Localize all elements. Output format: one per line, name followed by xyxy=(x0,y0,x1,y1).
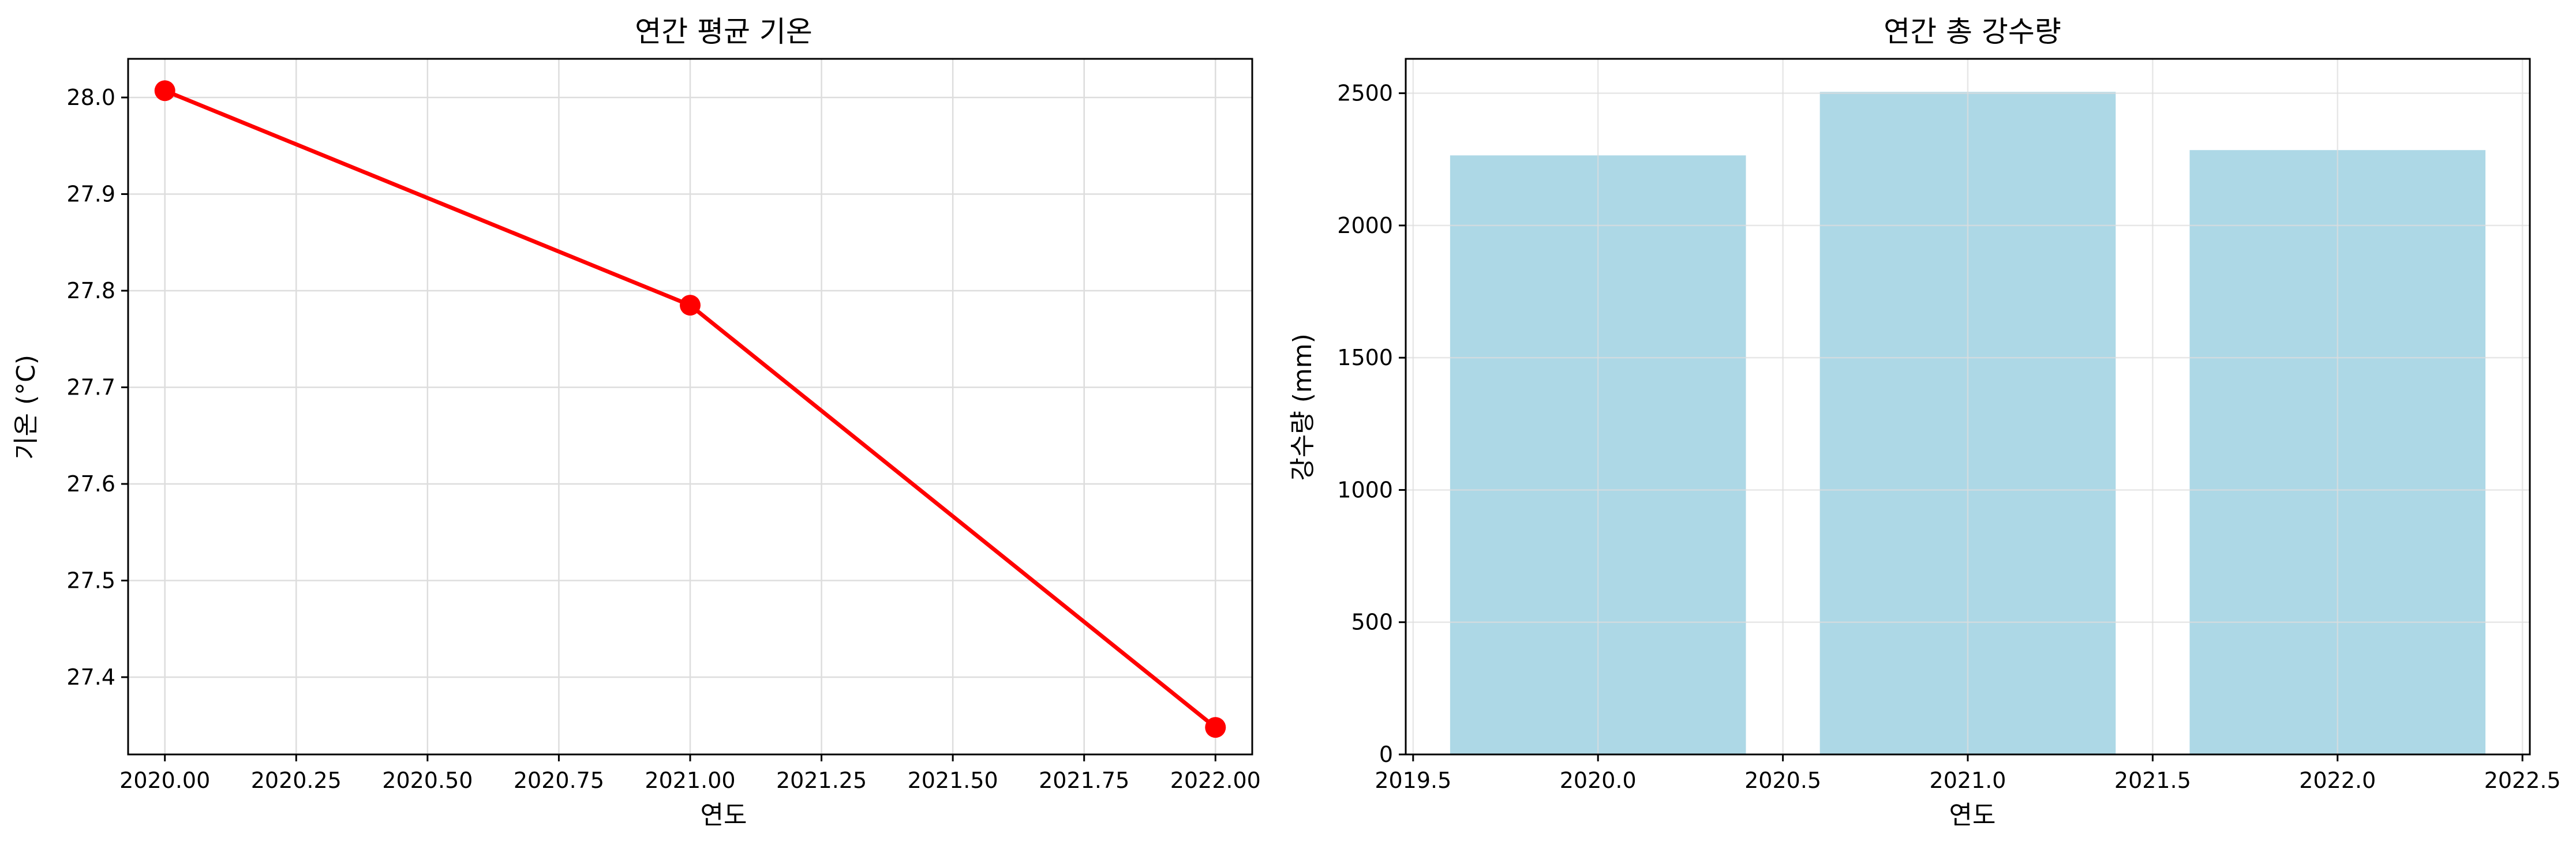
y-tick-label: 1000 xyxy=(1337,477,1393,502)
chart-title: 연간 총 강수량 xyxy=(1884,15,2061,48)
x-tick-label: 2022.5 xyxy=(2484,768,2561,793)
x-tick-label: 2022.0 xyxy=(2299,768,2376,793)
x-tick-label: 2020.50 xyxy=(382,768,473,793)
precipitation-bar-chart: 연간 총 강수량 연도 강수량 (mm) 2019.5 2020.0 2020.5 2… xyxy=(1288,15,2561,830)
x-axis-label: 연도 xyxy=(1949,801,1996,830)
y-tick-label: 28.0 xyxy=(66,85,115,110)
y-tick-label: 27.5 xyxy=(66,568,115,594)
x-tick-label: 2021.5 xyxy=(2114,768,2191,793)
data-point xyxy=(1205,717,1226,738)
x-tick-label: 2020.0 xyxy=(1560,768,1637,793)
y-tick-label: 27.8 xyxy=(66,278,115,303)
y-tick-label: 500 xyxy=(1351,610,1393,635)
x-axis-label: 연도 xyxy=(701,801,747,830)
y-tick-label: 0 xyxy=(1379,742,1393,767)
y-tick-label: 27.9 xyxy=(66,182,115,207)
x-tick-label: 2021.75 xyxy=(1039,768,1129,793)
x-tick-label: 2020.25 xyxy=(251,768,342,793)
data-point xyxy=(680,295,701,316)
x-tick-label: 2021.00 xyxy=(645,768,735,793)
x-tick-label: 2021.50 xyxy=(908,768,998,793)
x-tick-label: 2022.00 xyxy=(1170,768,1261,793)
y-axis-label: 강수량 (mm) xyxy=(1288,333,1317,480)
y-tick-label: 2500 xyxy=(1337,81,1393,106)
x-tick-label: 2020.75 xyxy=(514,768,604,793)
x-tick-label: 2021.25 xyxy=(776,768,867,793)
y-tick-label: 27.7 xyxy=(66,375,115,400)
x-tick-label: 2021.0 xyxy=(1930,768,2006,793)
x-tick-label: 2019.5 xyxy=(1375,768,1451,793)
data-point xyxy=(154,80,175,102)
y-tick-label: 1500 xyxy=(1337,345,1393,370)
temperature-line-chart: 연간 평균 기온 연도 기온 (°C) 2020.00 2020.25 2020.5… xyxy=(12,15,1261,830)
y-tick-label: 2000 xyxy=(1337,213,1393,238)
x-tick-label: 2020.5 xyxy=(1744,768,1821,793)
y-axis-label: 기온 (°C) xyxy=(12,355,41,460)
y-tick-label: 27.6 xyxy=(66,471,115,497)
x-tick-label: 2020.00 xyxy=(119,768,210,793)
y-tick-label: 27.4 xyxy=(66,664,115,690)
chart-title: 연간 평균 기온 xyxy=(635,15,813,48)
